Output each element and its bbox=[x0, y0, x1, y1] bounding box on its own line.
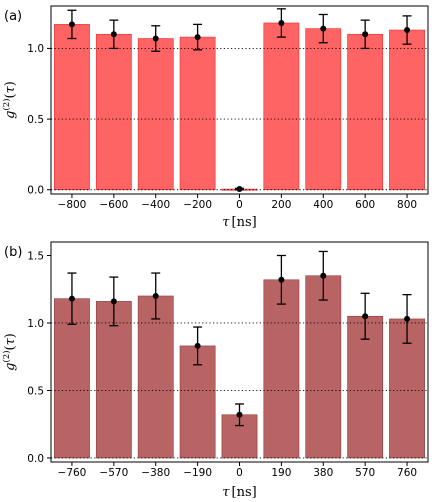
y-axis-label-tau: τ bbox=[3, 337, 18, 345]
x-axis-label: τ [ns] bbox=[222, 215, 256, 230]
x-axis-label: τ [ns] bbox=[222, 485, 256, 500]
data-point bbox=[68, 21, 75, 28]
x-tick-label: 190 bbox=[271, 467, 291, 479]
data-point bbox=[278, 276, 285, 283]
bar bbox=[263, 22, 300, 191]
x-axis-symbol: τ bbox=[222, 485, 230, 500]
bar bbox=[389, 29, 425, 191]
x-tick-label: −800 bbox=[58, 199, 87, 211]
bar bbox=[305, 275, 342, 459]
bar bbox=[221, 414, 258, 459]
data-point bbox=[320, 272, 327, 279]
data-point bbox=[152, 292, 159, 299]
panel-a: 0.00.51.0−800 −600 −400 −200 0 200 400 600 800τ[… bbox=[1, 5, 429, 230]
x-tick-label: 380 bbox=[313, 467, 333, 479]
bar bbox=[263, 279, 300, 459]
data-point bbox=[194, 342, 201, 349]
bar bbox=[137, 295, 174, 459]
x-tick-label: 200 bbox=[271, 199, 291, 211]
y-axis-label-paren-open: ( bbox=[3, 93, 18, 98]
x-tick-label: 800 bbox=[397, 199, 417, 211]
bar bbox=[137, 38, 174, 191]
data-point bbox=[404, 315, 411, 322]
y-tick-label: 0.5 bbox=[27, 114, 44, 126]
bar bbox=[95, 301, 132, 459]
bar bbox=[54, 298, 90, 459]
y-tick-label: 0.0 bbox=[27, 453, 44, 465]
x-tick-label: 400 bbox=[313, 199, 333, 211]
x-axis-unit: [ns] bbox=[232, 215, 257, 230]
y-tick-label: 0.5 bbox=[27, 385, 44, 397]
x-tick-label: 0 bbox=[236, 467, 243, 479]
data-point bbox=[236, 411, 243, 418]
y-axis-label-tau: τ bbox=[3, 85, 18, 93]
data-point bbox=[362, 31, 369, 38]
bar bbox=[95, 33, 132, 191]
panel-label: (b) bbox=[4, 245, 22, 260]
data-point bbox=[320, 25, 327, 32]
data-point bbox=[194, 34, 201, 41]
x-tick-label: 760 bbox=[397, 467, 417, 479]
data-point bbox=[110, 31, 117, 38]
x-tick-label: −380 bbox=[141, 467, 170, 479]
x-tick-label: −570 bbox=[99, 467, 128, 479]
data-point bbox=[362, 313, 369, 320]
y-axis-label: g(2)(τ) bbox=[1, 333, 18, 371]
bar bbox=[54, 24, 90, 191]
y-tick-label: 0.0 bbox=[27, 185, 44, 197]
x-axis-unit: [ns] bbox=[232, 485, 257, 500]
data-point bbox=[236, 186, 243, 193]
y-axis-label-g: g bbox=[3, 363, 18, 371]
x-axis-symbol: τ bbox=[222, 215, 230, 230]
x-tick-label: −200 bbox=[183, 199, 212, 211]
y-axis-label-g: g bbox=[3, 111, 18, 119]
y-tick-label: 1.0 bbox=[27, 318, 44, 330]
panel-b: 0.0 0.5 1.0 1.5 −760 −570 −380 −190 0 190 380 570 76… bbox=[1, 241, 429, 500]
x-tick-label: 600 bbox=[355, 199, 375, 211]
data-point bbox=[404, 27, 411, 34]
bar bbox=[347, 315, 384, 459]
data-point bbox=[152, 35, 159, 42]
data-point bbox=[278, 19, 285, 26]
data-point bbox=[110, 298, 117, 305]
y-axis-label-sup: (2) bbox=[1, 350, 12, 362]
x-tick-label: −400 bbox=[141, 199, 170, 211]
y-axis-label-paren-close: ) bbox=[3, 81, 18, 86]
x-tick-label: −190 bbox=[183, 467, 212, 479]
y-axis-label-sup: (2) bbox=[1, 98, 12, 110]
data-point bbox=[68, 295, 75, 302]
y-axis-label-paren-open: ( bbox=[3, 345, 18, 350]
bar bbox=[179, 36, 216, 191]
y-tick-label: 1.5 bbox=[27, 250, 44, 262]
y-axis-label: g(2)(τ) bbox=[1, 81, 18, 119]
bar bbox=[305, 28, 342, 191]
y-axis-label-paren-close: ) bbox=[3, 333, 18, 338]
panel-label: (a) bbox=[4, 9, 22, 24]
y-tick-label: 1.0 bbox=[27, 43, 44, 55]
x-tick-label: 0 bbox=[236, 199, 243, 211]
bar bbox=[347, 33, 384, 191]
x-tick-label: −600 bbox=[99, 199, 128, 211]
x-tick-label: 570 bbox=[355, 467, 375, 479]
x-tick-label: −760 bbox=[58, 467, 87, 479]
